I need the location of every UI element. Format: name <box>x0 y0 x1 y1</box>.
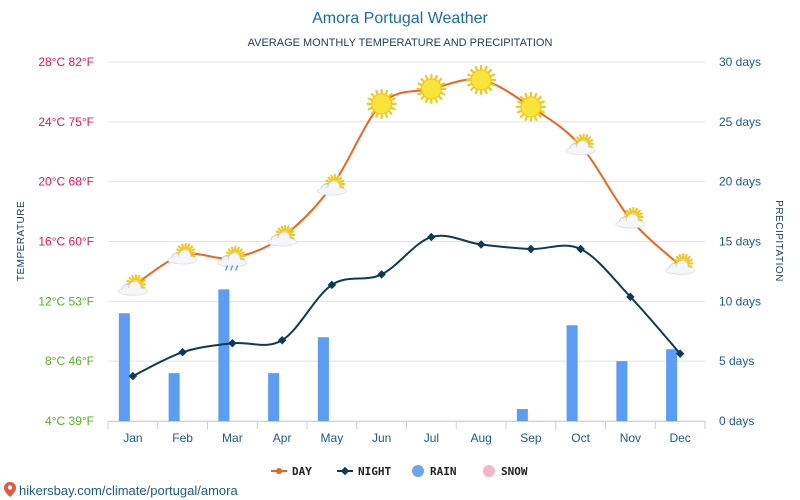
x-tick-label: May <box>321 431 344 445</box>
x-tick-label: Feb <box>172 431 193 445</box>
sun-icon <box>366 88 397 119</box>
legend-marker <box>276 468 282 474</box>
partly-cloudy-icon <box>267 224 298 247</box>
partly-cloudy-icon <box>316 174 347 196</box>
night-point <box>626 292 635 302</box>
x-tick-label: Jan <box>123 431 142 445</box>
right-tick-label: 0 days <box>719 414 754 428</box>
legend-swatch <box>412 465 424 477</box>
night-point <box>675 349 685 358</box>
night-point <box>526 244 536 254</box>
x-tick-label: Mar <box>222 431 243 445</box>
left-tick-label: 24°C 75°F <box>38 115 94 129</box>
legend-swatch <box>483 465 495 477</box>
night-series <box>128 232 685 381</box>
x-tick-label: Apr <box>273 431 292 445</box>
rain-bar <box>516 409 528 421</box>
night-point <box>327 280 337 290</box>
rain-bar <box>118 313 130 421</box>
right-axis-label: PRECIPITATION <box>773 200 784 282</box>
x-tick-label: Jun <box>372 431 391 445</box>
rain-bars <box>118 289 678 421</box>
legend-label: RAIN <box>430 465 457 478</box>
night-point <box>427 232 436 242</box>
legend-item-day[interactable]: DAY <box>271 465 312 478</box>
legend-marker <box>340 466 350 476</box>
left-axis: 28°C 82°F 24°C 75°F 20°C 68°F 16°C 60°F 12°C… <box>38 55 94 428</box>
night-point <box>476 240 486 249</box>
right-tick-label: 25 days <box>719 115 761 129</box>
x-tick-label: Sep <box>520 431 542 445</box>
rain-bar <box>566 325 578 421</box>
legend-item-rain[interactable]: RAIN <box>412 465 457 478</box>
legend-item-night[interactable]: NIGHT <box>337 465 391 478</box>
sun-icon <box>515 91 546 122</box>
right-tick-label: 30 days <box>719 55 761 69</box>
rain-bar <box>268 373 280 421</box>
left-tick-label: 16°C 60°F <box>38 235 94 249</box>
legend-label: SNOW <box>501 465 528 478</box>
left-tick-label: 28°C 82°F <box>38 55 94 69</box>
chart-subtitle: AVERAGE MONTHLY TEMPERATURE AND PRECIPIT… <box>248 37 553 49</box>
sun-icon <box>466 64 497 96</box>
right-tick-label: 10 days <box>719 294 761 308</box>
partly-cloudy-icon <box>665 253 696 275</box>
sun-icon <box>416 73 447 105</box>
left-tick-label: 20°C 68°F <box>38 175 94 189</box>
footer-credit-text[interactable]: hikersbay.com/climate/portugal/amora <box>19 483 238 498</box>
x-tick-label: Nov <box>620 431 641 445</box>
left-tick-label: 8°C 46°F <box>45 354 94 368</box>
footer-credit[interactable]: hikersbay.com/climate/portugal/amora <box>4 482 238 498</box>
night-point <box>377 270 386 279</box>
x-tick-label: Dec <box>669 431 690 445</box>
night-point <box>576 244 585 254</box>
grid-lines <box>108 61 705 422</box>
partly-cloudy-icon <box>167 242 198 265</box>
location-pin-icon <box>4 482 16 497</box>
right-axis: 30 days 25 days 20 days 15 days 10 days 5 day… <box>719 55 761 428</box>
left-tick-label: 12°C 53°F <box>38 294 94 308</box>
rain-bar <box>168 373 180 421</box>
x-tick-label: Aug <box>470 431 491 445</box>
legend: DAY NIGHT RAIN SNOW <box>271 465 528 478</box>
x-axis: Jan Feb Mar Apr May Jun Jul Aug Sep Oct Nov Dec <box>107 421 706 445</box>
night-point <box>178 347 187 357</box>
partly-cloudy-icon <box>117 274 148 296</box>
x-tick-label: Oct <box>571 431 590 445</box>
partly-cloudy-icon <box>615 206 646 229</box>
right-tick-label: 20 days <box>719 175 761 189</box>
right-tick-label: 5 days <box>719 354 754 368</box>
partly-cloudy-rain-icon <box>217 245 248 271</box>
x-tick-label: Jul <box>424 431 439 445</box>
rain-bar <box>666 349 678 421</box>
partly-cloudy-icon <box>565 133 596 156</box>
rain-bar <box>616 361 628 421</box>
right-tick-label: 15 days <box>719 235 761 249</box>
left-axis-label: TEMPERATURE <box>16 201 27 281</box>
chart-title: Amora Portugal Weather <box>312 10 488 27</box>
weather-icons <box>117 64 696 296</box>
legend-item-snow[interactable]: SNOW <box>483 465 528 478</box>
legend-label: NIGHT <box>358 465 391 478</box>
night-point <box>228 338 237 348</box>
night-point <box>277 335 287 345</box>
night-point <box>128 371 138 381</box>
rain-bar <box>317 337 329 421</box>
legend-label: DAY <box>292 465 312 478</box>
rain-bar <box>218 289 230 421</box>
left-tick-label: 4°C 39°F <box>45 414 94 428</box>
